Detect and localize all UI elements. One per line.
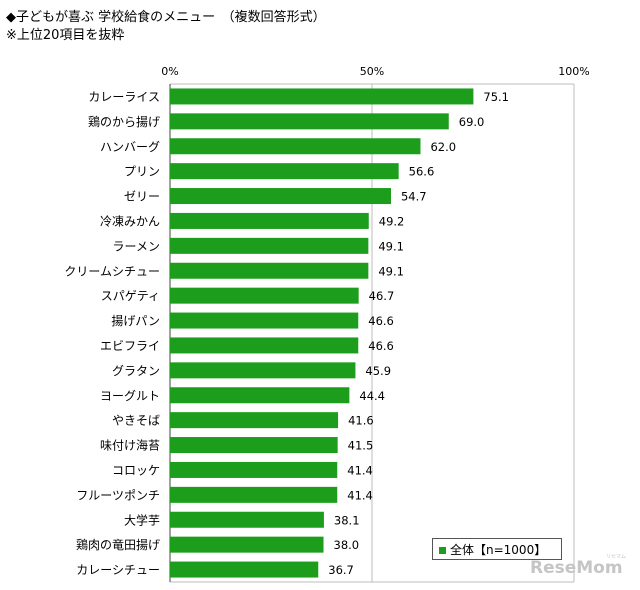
bar [170, 337, 359, 354]
bar [170, 387, 350, 404]
value-label: 49.2 [379, 214, 405, 228]
value-label: 45.9 [365, 364, 391, 378]
bar [170, 287, 359, 304]
value-label: 46.6 [368, 314, 394, 328]
category-label: 大学芋 [124, 512, 160, 527]
chart-title: ◆子どもが喜ぶ 学校給食のメニュー （複数回答形式） [6, 10, 326, 25]
x-tick-label: 50% [360, 65, 384, 78]
bar [170, 163, 399, 180]
x-tick-label: 100% [558, 65, 589, 78]
bar [170, 362, 356, 379]
value-label: 38.1 [334, 513, 360, 527]
category-label: カレーシチュー [76, 563, 160, 577]
category-label: 揚げパン [111, 314, 160, 328]
value-label: 49.1 [378, 264, 404, 278]
value-label: 41.4 [347, 488, 373, 502]
value-label: 41.4 [347, 463, 373, 477]
category-label: ゼリー [124, 190, 160, 204]
bar [170, 237, 369, 254]
value-label: 62.0 [430, 140, 456, 154]
value-label: 46.7 [369, 289, 395, 303]
value-label: 54.7 [401, 190, 427, 204]
bar [170, 188, 391, 205]
category-label: エビフライ [100, 339, 160, 353]
category-label: やきそば [112, 414, 160, 428]
category-label: 味付け海苔 [100, 438, 160, 453]
category-label: プリン [124, 165, 160, 179]
bar [170, 312, 359, 329]
x-tick-label: 0% [161, 65, 178, 78]
value-label: 41.5 [348, 439, 374, 453]
resemom-logo-sub: リセマム [606, 554, 627, 560]
legend-label: 全体【n=1000】 [450, 543, 547, 557]
bar [170, 88, 474, 105]
bar [170, 536, 324, 553]
bar [170, 138, 421, 155]
chart-note: ※上位20項目を抜粋 [6, 28, 125, 43]
legend-swatch [439, 547, 446, 554]
category-label: カレーライス [88, 90, 160, 104]
category-label: ハンバーグ [100, 140, 160, 154]
legend: 全体【n=1000】 [432, 538, 562, 560]
value-label: 38.0 [334, 538, 360, 552]
value-label: 41.6 [348, 414, 374, 428]
value-label: 46.6 [368, 339, 394, 353]
bar [170, 561, 319, 578]
category-label: フルーツポンチ [76, 488, 160, 502]
bar [170, 437, 338, 454]
resemom-logo: ReseMom [530, 558, 623, 578]
bar [170, 511, 324, 528]
category-label: ヨーグルト [100, 389, 160, 403]
category-label: 鶏肉の竜田揚げ [76, 538, 160, 552]
category-label: スパゲティ [101, 289, 160, 303]
category-label: グラタン [112, 364, 160, 378]
bar [170, 212, 369, 229]
category-label: ラーメン [112, 239, 160, 253]
bar [170, 461, 338, 478]
category-label: 鶏のから揚げ [88, 115, 160, 129]
value-label: 75.1 [483, 90, 509, 104]
bar [170, 412, 339, 429]
value-label: 49.1 [378, 239, 404, 253]
bar [170, 113, 449, 130]
value-label: 69.0 [459, 115, 485, 129]
value-label: 36.7 [328, 563, 354, 577]
bar [170, 486, 338, 503]
value-label: 44.4 [359, 389, 385, 403]
category-label: コロッケ [112, 463, 160, 477]
category-label: 冷凍みかん [100, 214, 160, 228]
category-label: クリームシチュー [64, 264, 160, 278]
bar [170, 262, 369, 279]
value-label: 56.6 [409, 165, 435, 179]
